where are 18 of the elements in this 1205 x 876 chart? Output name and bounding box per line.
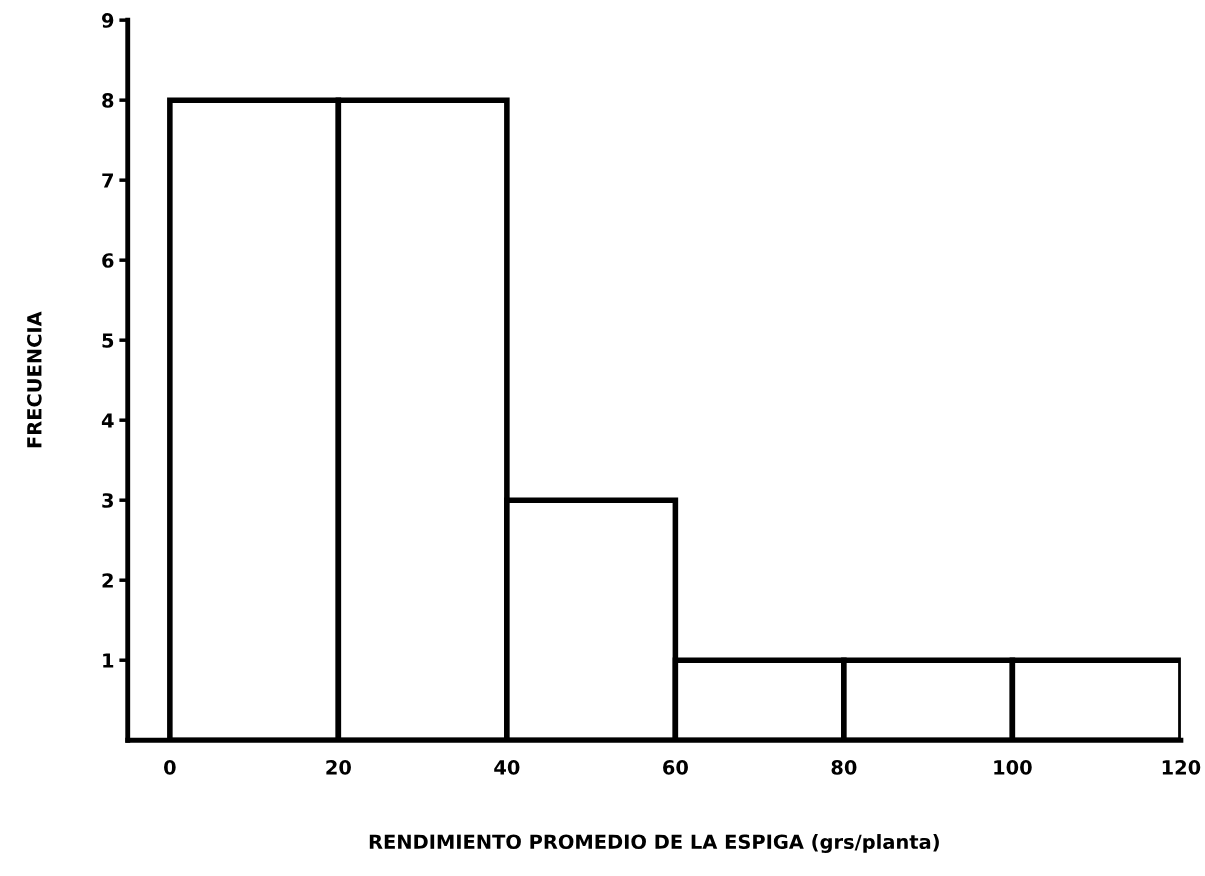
x-tick-label: 80 (831, 760, 857, 775)
x-tick-label: 40 (494, 760, 520, 775)
x-tick-label: 120 (1162, 760, 1201, 775)
y-tick-label: 6 (102, 253, 114, 268)
y-tick-label: 5 (102, 333, 114, 348)
y-tick-label: 8 (102, 93, 114, 108)
y-tick-label: 7 (102, 173, 113, 188)
x-tick-label: 0 (164, 760, 176, 775)
x-tick-label: 60 (663, 760, 688, 775)
y-tick-label: 4 (101, 413, 114, 428)
y-tick-label: 3 (102, 493, 113, 508)
y-axis-title: FRECUENCIA (26, 311, 42, 448)
x-tick-label: 20 (326, 760, 351, 775)
y-tick-label: 1 (103, 653, 114, 668)
x-axis-title: RENDIMIENTO PROMEDIO DE LA ESPIGA (grs/planta) (369, 834, 939, 854)
x-tick-label: 100 (994, 760, 1032, 775)
y-tick-label: 9 (102, 13, 114, 28)
y-tick-label: 2 (102, 573, 113, 588)
